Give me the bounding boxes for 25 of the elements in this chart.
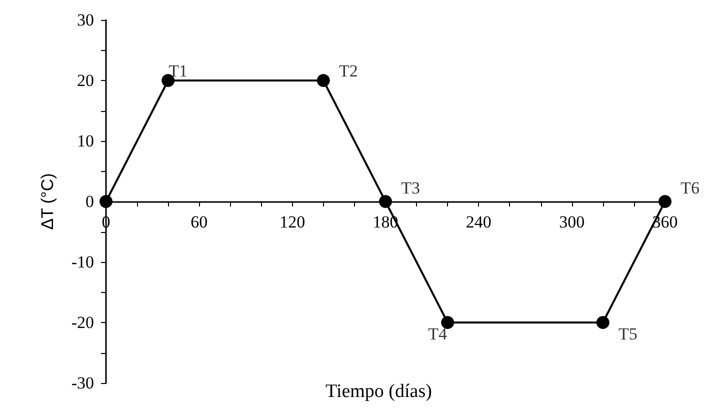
annotation: T4 <box>428 324 448 344</box>
point <box>596 316 610 329</box>
x-axis-title: Tiempo (días) <box>326 381 432 402</box>
x-tick-label: 300 <box>559 212 585 232</box>
point <box>316 74 330 87</box>
y-tick-label: 10 <box>77 132 94 150</box>
x-tick-label: 60 <box>190 212 208 232</box>
y-tick-label: 30 <box>77 10 94 30</box>
annotation: T6 <box>680 178 700 198</box>
y-tick-label: -10 <box>71 252 94 272</box>
annotation: T5 <box>618 324 638 344</box>
x-tick-label: 120 <box>280 212 306 232</box>
annotation: T1 <box>168 62 188 80</box>
y-tick-label: 20 <box>77 71 94 90</box>
point <box>441 316 454 329</box>
point <box>379 195 392 208</box>
annotation: T2 <box>338 62 358 80</box>
y-tick-label: -30 <box>71 374 94 392</box>
y-tick-label: 0 <box>86 192 94 211</box>
y-axis-title: ΔT (°C) <box>38 173 57 230</box>
point <box>658 195 672 208</box>
x-tick-label: 240 <box>466 212 492 232</box>
y-tick-label: -20 <box>71 313 94 332</box>
point <box>100 195 112 208</box>
annotation: T3 <box>401 178 420 198</box>
